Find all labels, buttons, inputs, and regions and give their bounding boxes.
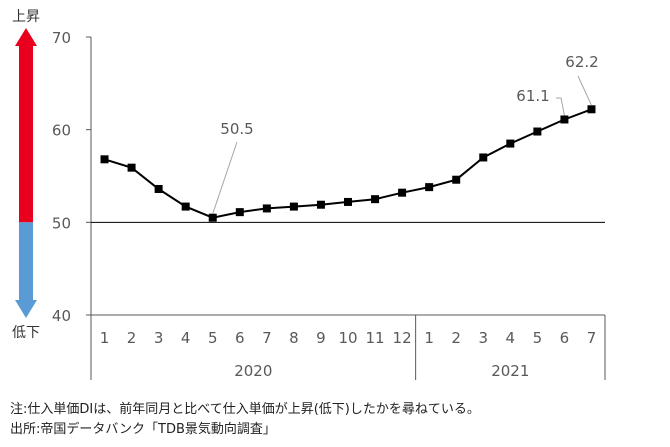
data-label: 62.2 <box>565 53 598 71</box>
month-tick-label: 8 <box>289 329 299 347</box>
month-tick-label: 9 <box>316 329 326 347</box>
data-point <box>371 195 380 204</box>
data-point <box>262 204 271 213</box>
arrow-up-head <box>15 28 37 46</box>
data-label: 61.1 <box>516 87 549 105</box>
y-tick-label: 70 <box>52 29 71 47</box>
annotation-leader <box>577 75 592 106</box>
year-label: 2021 <box>491 362 529 380</box>
data-point <box>235 208 244 217</box>
month-tick-label: 4 <box>506 329 516 347</box>
arrow-down-bar <box>19 222 33 302</box>
month-tick-label: 11 <box>366 329 385 347</box>
month-tick-label: 7 <box>262 329 272 347</box>
data-point <box>587 105 596 114</box>
annotation-leader <box>556 97 565 116</box>
data-point <box>398 188 407 197</box>
data-point <box>181 202 190 211</box>
month-tick-label: 6 <box>560 329 570 347</box>
arrow-bottom-label: 低下 <box>12 325 40 341</box>
data-point <box>533 127 542 136</box>
series-line <box>100 105 596 222</box>
month-tick-label: 1 <box>424 329 434 347</box>
annotation-leader <box>212 141 238 214</box>
month-tick-label: 6 <box>235 329 245 347</box>
chart-notes: 注:仕入単価DIは、前年同月と比べて仕入単価が上昇(低下)したかを尋ねている。 … <box>10 400 480 440</box>
data-label: 50.5 <box>220 120 253 138</box>
month-tick-label: 3 <box>154 329 164 347</box>
month-tick-label: 2 <box>127 329 137 347</box>
data-point <box>316 200 325 209</box>
data-point <box>100 155 109 164</box>
month-tick-label: 2 <box>451 329 461 347</box>
source-text: 出所:帝国データバンク「TDB景気動向調査」 <box>10 422 276 437</box>
month-tick-label: 1 <box>100 329 110 347</box>
note-text: 注:仕入単価DIは、前年同月と比べて仕入単価が上昇(低下)したかを尋ねている。 <box>10 402 480 417</box>
data-point <box>208 213 217 222</box>
month-tick-label: 12 <box>393 329 412 347</box>
data-point <box>154 184 163 193</box>
month-tick-label: 5 <box>533 329 543 347</box>
arrow-up-bar <box>19 44 33 223</box>
month-tick-label: 10 <box>338 329 357 347</box>
data-point <box>344 197 352 206</box>
month-tick-label: 3 <box>478 329 488 347</box>
month-tick-label: 7 <box>587 329 597 347</box>
data-point <box>452 175 461 184</box>
data-point <box>479 153 488 162</box>
annotations: 50.5 61.1 62.2 <box>212 53 599 214</box>
month-tick-label: 5 <box>208 329 218 347</box>
data-point <box>425 183 434 192</box>
year-label: 2020 <box>234 362 272 380</box>
arrow-down-head <box>15 300 37 318</box>
arrow-top-label: 上昇 <box>12 9 40 25</box>
y-tick-label: 40 <box>52 307 71 325</box>
data-point <box>560 115 569 124</box>
y-tick-label: 60 <box>52 122 71 140</box>
y-tick-label: 50 <box>52 214 71 232</box>
data-point <box>289 202 298 211</box>
y-axis: 40 50 60 70 <box>52 29 605 325</box>
month-tick-label: 4 <box>181 329 191 347</box>
data-point <box>506 139 515 148</box>
data-point <box>127 163 136 172</box>
